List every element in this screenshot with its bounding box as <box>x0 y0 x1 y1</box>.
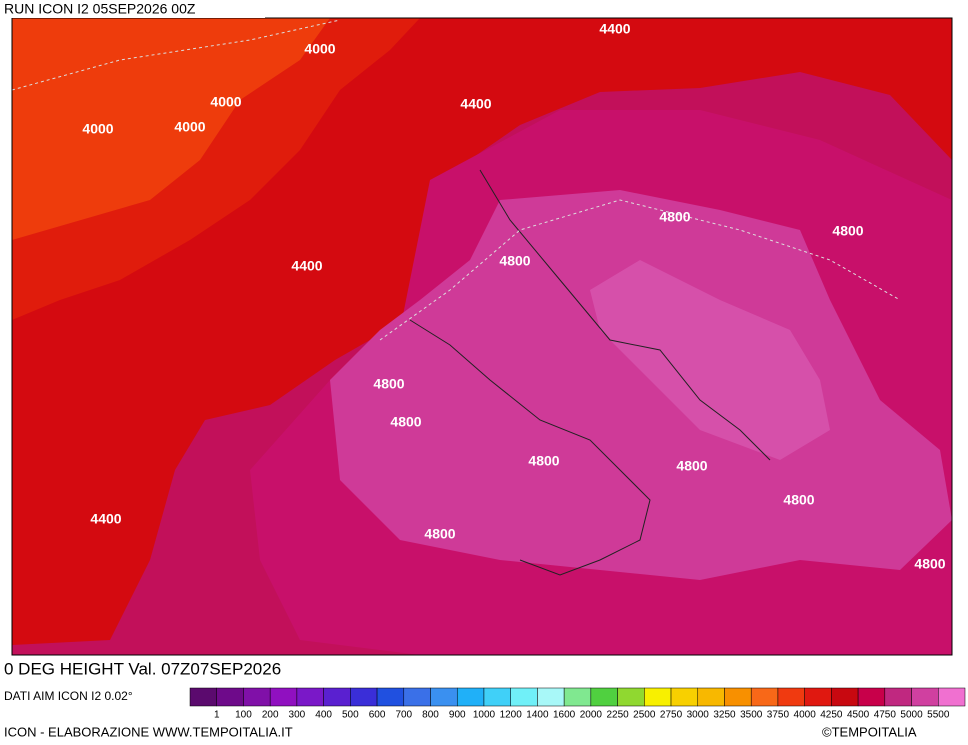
header-box <box>0 0 265 18</box>
colorbar-label: 700 <box>395 710 412 721</box>
coastline <box>479 169 771 461</box>
contour-label: 4800 <box>373 376 404 392</box>
map <box>11 17 953 656</box>
colorbar-label: 4500 <box>847 710 870 721</box>
colorbar-label: 3000 <box>687 710 710 721</box>
colorbar-label: 2750 <box>660 710 683 721</box>
contour-label: 4400 <box>460 96 491 112</box>
colorbar-swatch <box>617 687 645 707</box>
contour-label: 4800 <box>499 253 530 269</box>
colorbar-swatch <box>510 687 538 707</box>
contour-line <box>379 199 901 341</box>
colorbar-swatch <box>483 687 511 707</box>
colorbar-swatch <box>804 687 832 707</box>
colorbar-label: 1400 <box>526 710 549 721</box>
colorbar-label: 3500 <box>740 710 763 721</box>
title-box <box>0 657 413 682</box>
coastline <box>409 319 651 576</box>
contour-label: 4400 <box>769 0 800 15</box>
colorbar-swatch <box>670 687 699 707</box>
contour-label: 4800 <box>832 223 863 239</box>
map-title: 0 DEG HEIGHT Val. 07Z07SEP2026 <box>4 659 281 678</box>
contour-line <box>11 19 341 91</box>
colorbar-label: 200 <box>262 710 279 721</box>
contour-label: 4800 <box>914 556 945 572</box>
field-orange <box>12 18 330 240</box>
contour-label: 4000 <box>174 119 205 135</box>
contour-label: 4400 <box>90 511 121 527</box>
colorbar-swatch <box>938 687 966 707</box>
contour-label: 4400 <box>599 21 630 37</box>
colorbar-swatch <box>911 687 939 707</box>
colorbar-label: 4000 <box>794 710 817 721</box>
contour-label: 4800 <box>528 453 559 469</box>
colorbar-swatch <box>323 687 351 707</box>
colorbar-label: 100 <box>235 710 252 721</box>
contour-label: 4800 <box>424 526 455 542</box>
colorbar-label: 1600 <box>553 710 576 721</box>
colorbar-label: 4750 <box>874 710 897 721</box>
colorbar-swatch <box>724 687 752 707</box>
contour-label: 4000 <box>304 41 335 57</box>
colorbar-label: 2500 <box>633 710 656 721</box>
colorbar-label: 500 <box>342 710 359 721</box>
colorbar-swatch <box>644 687 672 707</box>
field-light-pink <box>590 260 830 460</box>
colorbar-label: 3750 <box>767 710 790 721</box>
colorbar-label: 900 <box>449 710 466 721</box>
contour-label: 4800 <box>676 458 707 474</box>
colorbar-label: 800 <box>422 710 439 721</box>
colorbar-label: 600 <box>369 710 386 721</box>
colorbar-swatch <box>269 687 298 707</box>
contour-label: 4800 <box>390 414 421 430</box>
colorbar-swatch <box>216 687 244 707</box>
colorbar-swatch <box>857 687 886 707</box>
contour-label: 4800 <box>659 209 690 225</box>
colorbar-label: 400 <box>315 710 332 721</box>
colorbar-swatch <box>884 687 912 707</box>
colorbar-swatch <box>296 687 324 707</box>
colorbar-swatch <box>430 687 458 707</box>
colorbar-label: 5500 <box>927 710 950 721</box>
field-pink <box>330 190 952 580</box>
colorbar-swatch <box>697 687 725 707</box>
contour-label: 4000 <box>210 94 241 110</box>
colorbar-label: 5000 <box>900 710 923 721</box>
contour-label: 4000 <box>82 121 113 137</box>
colorbar: 1 100 200 300 400 500 600 700 800 900 1000 1200 1400… <box>189 687 966 721</box>
contour-label: 4800 <box>708 667 739 683</box>
contour-labels: 4400 4400 4000 4000 4400 4000 4000 4400 4800 4800… <box>82 0 945 683</box>
colorbar-swatch <box>350 687 378 707</box>
colorbar-label: 1200 <box>500 710 523 721</box>
colorbar-swatch <box>189 687 217 707</box>
colorbar-swatch <box>590 687 618 707</box>
colorbar-swatch <box>750 687 779 707</box>
colorbar-swatch <box>456 687 485 707</box>
copyright-label: ©TEMPOITALIA <box>822 724 917 739</box>
credit-label: ICON - ELABORAZIONE WWW.TEMPOITALIA.IT <box>4 724 293 739</box>
colorbar-swatch <box>403 687 431 707</box>
colorbar-label: 1 <box>214 710 220 721</box>
colorbar-label: 2000 <box>580 710 603 721</box>
source-label: DATI AIM ICON I2 0.02° <box>4 689 133 703</box>
colorbar-swatch <box>537 687 565 707</box>
colorbar-label: 2250 <box>606 710 629 721</box>
colorbar-label: 300 <box>289 710 306 721</box>
colorbar-swatch <box>777 687 805 707</box>
colorbar-swatch <box>243 687 271 707</box>
colorbar-swatch <box>376 687 405 707</box>
run-label: RUN ICON I2 05SEP2026 00Z <box>4 1 196 17</box>
colorbar-label: 1000 <box>473 710 496 721</box>
colorbar-swatch <box>563 687 592 707</box>
contour-label: 4400 <box>291 258 322 274</box>
colorbar-label: 3250 <box>713 710 736 721</box>
map-border <box>11 17 953 656</box>
colorbar-swatch <box>831 687 859 707</box>
colorbar-label: 4250 <box>820 710 843 721</box>
contour-label: 4800 <box>783 492 814 508</box>
